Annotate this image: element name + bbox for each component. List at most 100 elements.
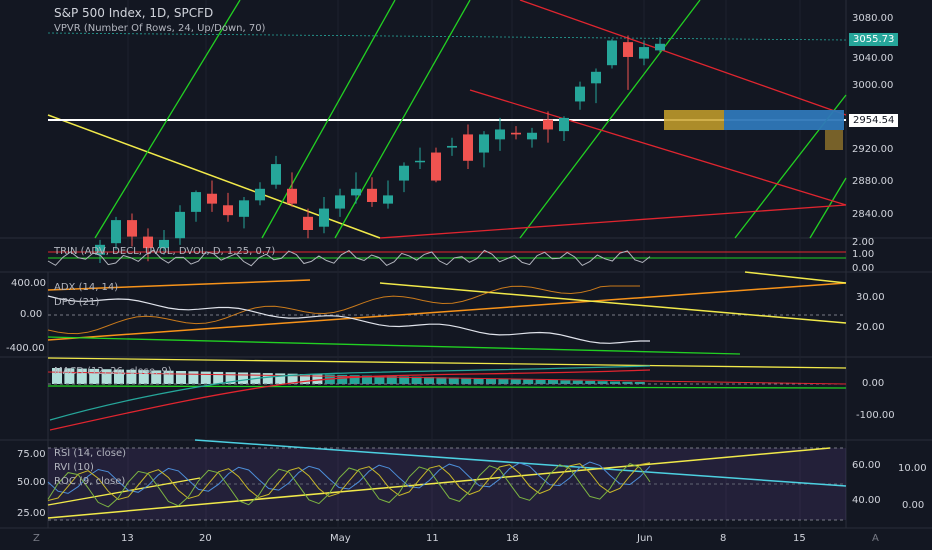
macd-histogram-bar xyxy=(572,380,583,384)
candle-body xyxy=(127,220,137,237)
trendline-green xyxy=(809,177,847,239)
candle-body xyxy=(639,47,649,59)
candle-body xyxy=(207,193,217,204)
macd-tick: 0.00 xyxy=(862,378,885,389)
trin-line xyxy=(47,249,651,267)
rsi-trendline-yellow xyxy=(47,477,201,506)
trendline-green xyxy=(94,0,241,239)
macd-histogram-bar xyxy=(287,373,298,384)
time-tick: May xyxy=(330,533,351,544)
macd-histogram-bar xyxy=(200,371,211,384)
adx-trendline-green xyxy=(47,336,741,355)
macd-histogram-bar xyxy=(275,373,286,384)
time-tick: 20 xyxy=(199,533,212,544)
oscillator-line xyxy=(47,463,651,508)
macd-histogram-bar xyxy=(560,380,571,384)
roc-tick: 0.00 xyxy=(902,500,925,511)
macd-histogram-bar xyxy=(473,378,484,384)
candle-body xyxy=(191,192,201,212)
rvi-label: RVI (10) xyxy=(54,462,94,473)
candle-body xyxy=(175,211,185,239)
candle-body xyxy=(479,134,489,153)
adx-trendline-orange xyxy=(47,279,311,291)
adx-tick: 20.00 xyxy=(856,322,885,333)
candle-body xyxy=(415,160,425,163)
macd-histogram-bar xyxy=(622,381,633,384)
zoom-button[interactable]: Z xyxy=(33,533,40,544)
macd-histogram-bar xyxy=(610,381,620,384)
dpo-tick: 0.00 xyxy=(20,309,43,320)
rvi-tick: 40.00 xyxy=(852,495,881,506)
macd-histogram-bar xyxy=(399,376,410,384)
vpvr-label: VPVR (Number Of Rows, 24, Up/Down, 70) xyxy=(54,23,266,34)
macd-histogram-bar xyxy=(486,378,496,384)
macd-histogram-bar xyxy=(101,369,112,384)
auto-scale-button[interactable]: A xyxy=(872,533,879,544)
macd-histogram-bar xyxy=(386,376,397,384)
time-tick: Jun xyxy=(637,533,653,544)
trendline-yellow xyxy=(47,114,381,239)
macd-signal-line xyxy=(49,369,651,431)
trendline-green xyxy=(261,0,396,239)
macd-label: MACD (12, 26, close, 9) xyxy=(54,366,172,377)
candle-body xyxy=(607,40,617,66)
candle-body xyxy=(143,236,153,249)
trendline-red xyxy=(469,89,847,206)
macd-histogram-bar xyxy=(138,370,149,384)
price-tick: 2920.00 xyxy=(852,144,894,155)
rsi-tick: 75.00 xyxy=(17,449,46,460)
time-tick: 11 xyxy=(426,533,439,544)
candle-body xyxy=(399,165,409,181)
macd-histogram-bar xyxy=(411,376,422,384)
candle-body xyxy=(351,188,361,196)
macd-histogram-bar xyxy=(126,369,137,384)
last-price-badge: 3055.73 xyxy=(849,33,899,46)
candle-body xyxy=(591,71,601,84)
candle-body xyxy=(383,195,393,204)
candle-body xyxy=(287,188,297,204)
trendline-red xyxy=(519,0,847,116)
adx-trendline-orange xyxy=(47,282,847,341)
macd-histogram-bar xyxy=(548,380,558,384)
candle-body xyxy=(319,208,329,227)
adx-label: ADX (14, 14) xyxy=(54,282,119,293)
macd-histogram-bar xyxy=(362,375,372,384)
macd-histogram-bar xyxy=(312,374,323,384)
macd-histogram-bar xyxy=(213,371,224,384)
price-tick: 2880.00 xyxy=(852,176,894,187)
vpvr-bar-small xyxy=(825,130,843,150)
vpvr-bar-up xyxy=(664,110,724,130)
macd-histogram-bar xyxy=(300,374,310,384)
macd-histogram-bar xyxy=(114,369,124,384)
adx-trendline-yellow xyxy=(744,271,847,284)
dpo-tick: -400.00 xyxy=(6,343,45,354)
candle-body xyxy=(655,43,665,51)
macd-trendline-yellow xyxy=(47,357,847,369)
trin-tick: 2.00 xyxy=(852,237,875,248)
macd-histogram-bar xyxy=(188,371,199,384)
macd-histogram-bar xyxy=(535,379,546,384)
candle-body xyxy=(367,188,377,202)
candle-body xyxy=(511,132,521,135)
macd-histogram-bar xyxy=(436,377,447,384)
adx-tick: 30.00 xyxy=(856,292,885,303)
level-price-badge: 2954.54 xyxy=(849,114,899,127)
macd-histogram-bar xyxy=(52,368,62,384)
macd-tick: -100.00 xyxy=(856,410,895,421)
price-tick: 3040.00 xyxy=(852,53,894,64)
macd-histogram-bar xyxy=(461,377,472,384)
roc-tick: 10.00 xyxy=(898,463,927,474)
vpvr-bar-down xyxy=(724,110,844,130)
macd-histogram-bar xyxy=(76,368,87,384)
candle-body xyxy=(559,117,569,132)
candle-body xyxy=(431,152,441,181)
time-tick: 18 xyxy=(506,533,519,544)
macd-histogram-bar xyxy=(89,368,100,384)
rsi-tick: 25.00 xyxy=(17,508,46,519)
dpo-line xyxy=(47,295,650,344)
chart-title: S&P 500 Index, 1D, SPCFD xyxy=(54,6,214,20)
candle-body xyxy=(527,132,537,140)
macd-histogram-bar xyxy=(238,372,248,384)
oscillator-line xyxy=(47,461,651,494)
